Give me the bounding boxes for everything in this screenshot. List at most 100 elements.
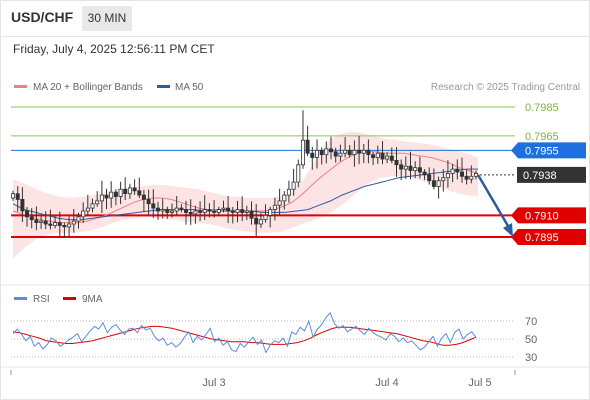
candle-body bbox=[300, 139, 305, 166]
candle-body bbox=[99, 194, 104, 202]
legend-label-ma50: MA 50 bbox=[175, 82, 204, 93]
candle-body bbox=[188, 211, 193, 215]
candle-body bbox=[95, 200, 100, 205]
candle-body bbox=[366, 149, 371, 156]
candle-body bbox=[408, 165, 413, 171]
candle-body bbox=[263, 214, 268, 221]
candle-body bbox=[268, 209, 273, 216]
candle-body bbox=[258, 219, 263, 225]
rsi-tick-label-30: 30 bbox=[525, 352, 537, 364]
candle-body bbox=[212, 210, 217, 213]
candle-body bbox=[207, 209, 212, 212]
candle-body bbox=[385, 155, 390, 160]
legend-label-9ma: 9MA bbox=[82, 294, 103, 305]
candle-body bbox=[90, 203, 95, 209]
candle-body bbox=[375, 152, 380, 158]
datetime-label: Friday, July 4, 2025 12:56:11 PM CET bbox=[13, 42, 215, 56]
candle-body bbox=[296, 164, 301, 183]
candle-body bbox=[57, 222, 62, 226]
rsi-tick-label-70: 70 bbox=[525, 316, 537, 328]
candle-body bbox=[183, 209, 188, 213]
candle-body bbox=[240, 209, 245, 213]
forecast-arrow-shaft bbox=[476, 174, 513, 232]
candle-body bbox=[127, 187, 132, 195]
candle-body bbox=[71, 220, 76, 225]
candle-body bbox=[417, 167, 422, 173]
candle-body bbox=[389, 155, 394, 161]
candle-body bbox=[352, 149, 357, 156]
level-0-7955-label: 0.7955 bbox=[525, 145, 559, 157]
level-0-7895-tag bbox=[511, 229, 586, 245]
candle-body bbox=[305, 139, 310, 154]
candle-body bbox=[104, 194, 109, 199]
candle-body bbox=[24, 210, 29, 218]
candle-body bbox=[85, 207, 90, 212]
level-0-7938-tag bbox=[517, 166, 586, 183]
candle-body bbox=[436, 180, 441, 187]
candle-body bbox=[202, 209, 207, 213]
rsi-tick-label-50: 50 bbox=[525, 334, 537, 346]
candle-body bbox=[62, 224, 67, 228]
candle-body bbox=[338, 152, 343, 157]
candle-body bbox=[357, 149, 362, 154]
candle-body bbox=[319, 149, 324, 156]
legend-label-ma20: MA 20 + Bollinger Bands bbox=[33, 82, 143, 93]
candle-body bbox=[76, 216, 81, 222]
level-0-7955-tag bbox=[511, 142, 586, 159]
candle-body bbox=[310, 152, 315, 158]
candle-body bbox=[160, 209, 165, 212]
candle-body bbox=[244, 210, 249, 213]
candle-body bbox=[43, 220, 48, 225]
candle-body bbox=[277, 200, 282, 206]
candle-body bbox=[141, 194, 146, 200]
candle-body bbox=[226, 207, 231, 212]
candle-body bbox=[394, 159, 399, 166]
candle-body bbox=[193, 210, 198, 215]
candle-body bbox=[431, 180, 436, 187]
candle-body bbox=[445, 172, 450, 179]
candle-body bbox=[328, 148, 333, 153]
candle-body bbox=[29, 216, 34, 221]
candle-body bbox=[291, 181, 296, 190]
candle-body bbox=[132, 187, 137, 192]
legend-label-rsi: RSI bbox=[33, 294, 50, 305]
candle-body bbox=[469, 175, 474, 180]
bollinger-band-area bbox=[13, 131, 478, 259]
legend-swatch-9ma bbox=[63, 297, 76, 300]
level-0-7910-label: 0.7910 bbox=[525, 210, 559, 222]
x-tick-label-jul5: Jul 5 bbox=[468, 377, 491, 389]
candle-body bbox=[459, 171, 464, 177]
legend-swatch-ma50 bbox=[157, 85, 170, 88]
candle-body bbox=[151, 203, 156, 209]
x-tick-label-jul3: Jul 3 bbox=[202, 377, 225, 389]
candle-body bbox=[165, 209, 170, 213]
candle-body bbox=[169, 210, 174, 213]
candle-body bbox=[198, 210, 203, 213]
candle-body bbox=[48, 223, 53, 226]
candle-body bbox=[422, 171, 427, 176]
candle-body bbox=[155, 207, 160, 212]
candle-body bbox=[15, 193, 20, 200]
candle-body bbox=[109, 191, 114, 199]
credit-label: Research © 2025 Trading Central bbox=[431, 82, 580, 93]
timeframe-button[interactable]: 30 MIN bbox=[82, 6, 132, 31]
candle-body bbox=[10, 193, 15, 199]
candle-body bbox=[81, 210, 86, 218]
symbol-title: USD/CHF bbox=[11, 9, 74, 25]
candle-body bbox=[399, 164, 404, 170]
candle-body bbox=[464, 175, 469, 180]
level-0-7938-label: 0.7938 bbox=[523, 170, 557, 182]
level-0-7910-tag bbox=[511, 207, 586, 224]
candle-body bbox=[53, 222, 58, 226]
candle-body bbox=[146, 198, 151, 205]
candle-body bbox=[343, 149, 348, 154]
candle-body bbox=[272, 204, 277, 210]
candle-body bbox=[361, 149, 366, 154]
header-divider bbox=[0, 36, 590, 37]
candle-body bbox=[441, 177, 446, 182]
candle-body bbox=[221, 207, 226, 210]
candle-body bbox=[413, 167, 418, 171]
candle-body bbox=[455, 168, 460, 173]
candle-body bbox=[118, 188, 123, 197]
level-0-7965-label: 0.7965 bbox=[525, 131, 559, 143]
